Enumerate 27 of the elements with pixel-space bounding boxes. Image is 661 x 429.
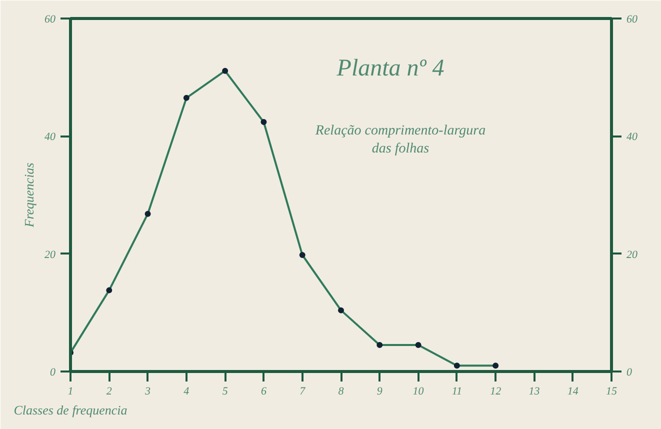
x-tick-label: 1 (68, 386, 74, 398)
y2-tick-label: 40 (626, 131, 638, 144)
y-axis-title: Frequencias (22, 162, 36, 228)
y2-tick-label: 20 (626, 248, 638, 261)
y-tick-label: 20 (44, 248, 56, 261)
x-tick-label: 5 (222, 386, 228, 398)
x-tick-label: 10 (412, 386, 424, 398)
y2-tick-label: 60 (626, 14, 638, 26)
y-tick-label: 0 (50, 366, 56, 378)
y-tick-label: 40 (44, 131, 56, 144)
x-tick-label: 3 (144, 386, 152, 398)
x-axis-title: Classes de frequencia (14, 402, 128, 418)
text: Planta nº 4 (336, 56, 444, 82)
x-tick-label: 11 (452, 386, 462, 398)
y2-tick-label: 0 (626, 366, 632, 378)
x-tick-label: 6 (260, 386, 267, 398)
x-tick-label: 7 (300, 386, 306, 398)
x-tick-label: 15 (606, 386, 618, 398)
x-tick-label: 14 (567, 386, 579, 398)
y-tick-label: 60 (44, 14, 56, 26)
text: Relação comprimento-largura das folhas (314, 124, 486, 156)
x-tick-label: 4 (184, 386, 190, 398)
x-tick-label: 9 (376, 386, 383, 398)
x-tick-label: 13 (528, 386, 540, 398)
x-tick-label: 2 (106, 386, 112, 398)
x-tick-label: 12 (490, 386, 502, 398)
x-tick-label: 8 (338, 386, 344, 398)
